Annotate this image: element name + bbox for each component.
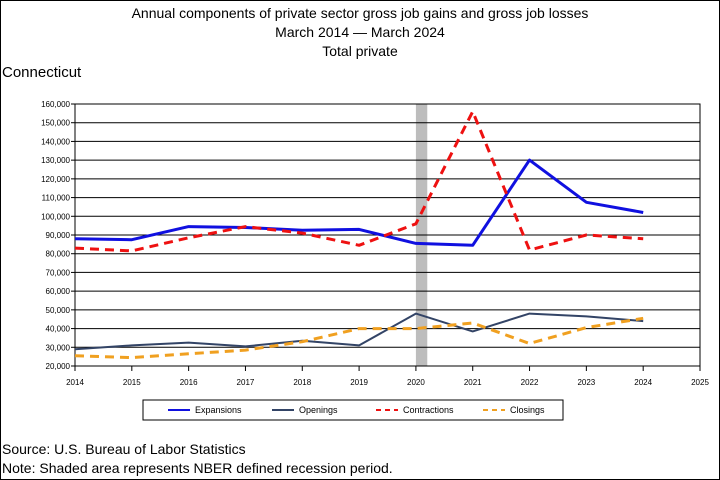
x-tick-label: 2019 [350,378,368,387]
y-tick-label: 140,000 [41,137,70,146]
chart-subtitle: Total private [322,43,398,59]
x-tick-label: 2021 [464,378,482,387]
legend-label-contractions: Contractions [403,405,454,415]
y-tick-label: 60,000 [46,287,71,296]
x-tick-label: 2025 [691,378,709,387]
source-note: Source: U.S. Bureau of Labor Statistics [2,441,246,457]
y-tick-label: 130,000 [41,156,70,165]
series-line-closings [74,316,644,360]
y-tick-label: 110,000 [42,194,71,203]
recession-note: Note: Shaded area represents NBER define… [2,460,393,476]
legend-label-closings: Closings [510,405,545,415]
y-tick-label: 70,000 [46,268,71,277]
y-tick-label: 100,000 [41,212,70,221]
x-tick-label: 2024 [634,378,652,387]
y-tick-label: 30,000 [46,343,71,352]
x-tick-label: 2015 [123,378,141,387]
legend [142,399,564,421]
x-tick-label: 2016 [180,378,198,387]
x-tick-label: 2023 [577,378,595,387]
x-tick-label: 2017 [237,378,255,387]
y-tick-label: 40,000 [46,325,71,334]
plot-area [74,103,701,367]
y-tick-label: 20,000 [46,362,71,371]
series-line-expansions [74,158,644,247]
chart-title: Annual components of private sector gros… [131,5,589,21]
y-tick-label: 80,000 [46,250,71,259]
x-tick-label: 2022 [521,378,539,387]
y-tick-label: 120,000 [41,175,70,184]
x-tick-label: 2020 [407,378,425,387]
x-tick-label: 2014 [66,378,84,387]
state-label: Connecticut [2,64,82,81]
legend-label-openings: Openings [299,405,338,415]
chart-date-range: March 2014 — March 2024 [275,24,445,40]
series-line-openings [74,312,644,351]
series-line-contractions [74,110,644,253]
y-tick-label: 160,000 [41,100,70,109]
y-tick-label: 90,000 [46,231,71,240]
x-tick-label: 2018 [293,378,311,387]
y-tick-label: 50,000 [46,306,71,315]
legend-label-expansions: Expansions [195,405,242,415]
y-tick-label: 150,000 [41,119,70,128]
